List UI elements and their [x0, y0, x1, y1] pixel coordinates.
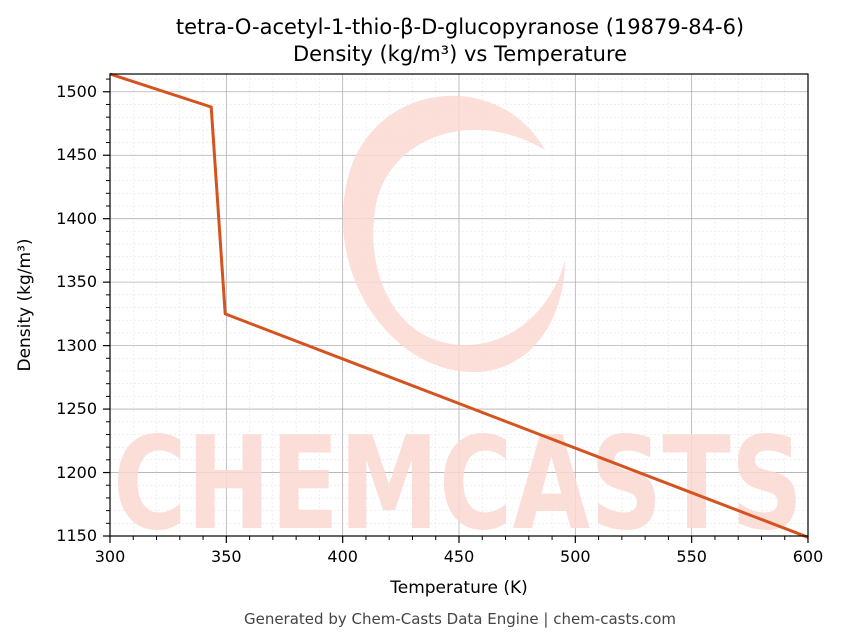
density-series-line	[109, 72, 809, 539]
footer-credit: Generated by Chem-Casts Data Engine | ch…	[244, 610, 676, 628]
chemcasts-watermark: CHEMCASTS	[113, 95, 803, 559]
x-tick-label: 350	[211, 547, 242, 566]
x-tick-label: 300	[95, 547, 126, 566]
chart-title-line1: tetra-O-acetyl-1-thio-β-D-glucopyranose …	[176, 15, 744, 39]
x-tick-label: 550	[676, 547, 707, 566]
x-tick-label: 600	[793, 547, 824, 566]
y-tick-label: 1500	[56, 82, 97, 101]
x-tick-label: 400	[327, 547, 358, 566]
y-axis-label: Density (kg/m³)	[15, 238, 35, 371]
major-grid	[109, 74, 809, 537]
x-tick-label: 450	[444, 547, 475, 566]
y-tick-label: 1350	[56, 272, 97, 291]
y-tick-label: 1200	[56, 463, 97, 482]
y-tick-label: 1300	[56, 336, 97, 355]
y-tick-label: 1400	[56, 209, 97, 228]
y-tick-label: 1150	[56, 526, 97, 545]
y-tick-labels: 1150 1200 1250 1300 1350 1400 1450 1500	[56, 82, 97, 545]
y-tick-label: 1450	[56, 145, 97, 164]
chart-title-line2: Density (kg/m³) vs Temperature	[293, 42, 627, 66]
y-tick-label: 1250	[56, 399, 97, 418]
x-tick-labels: 300 350 400 450 500 550 600	[95, 547, 824, 566]
x-tick-label: 500	[560, 547, 591, 566]
watermark-text: CHEMCASTS	[113, 410, 803, 559]
axis-ticks	[103, 78, 809, 543]
x-axis-label: Temperature (K)	[389, 578, 528, 598]
